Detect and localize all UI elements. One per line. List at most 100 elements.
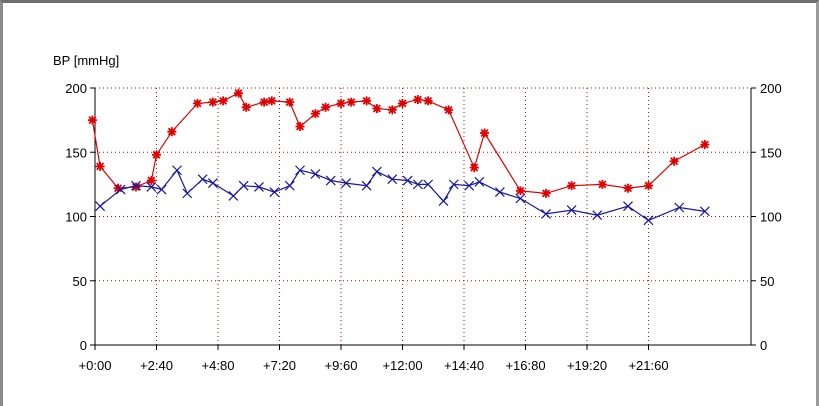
series-1-point	[87, 115, 97, 125]
series-2-point	[156, 184, 167, 195]
series-2-point	[592, 210, 603, 221]
series-1-point	[700, 140, 710, 150]
x-tick-label: +2:40	[140, 358, 173, 373]
series-1-point	[480, 128, 489, 138]
series-1-point	[267, 96, 277, 106]
series-1-point	[423, 96, 433, 106]
series-1-point	[541, 188, 551, 198]
series-2-point	[341, 178, 352, 189]
series-2-point	[95, 201, 106, 212]
x-tick-label: +0:00	[79, 358, 112, 373]
grid-layer	[95, 87, 751, 345]
series-2-point	[643, 215, 654, 226]
series-2-point	[207, 178, 218, 189]
y-tick-label-right: 200	[760, 81, 782, 96]
series-2-point	[699, 206, 710, 217]
y-tick-label-right: 50	[760, 274, 774, 289]
series-2-point	[371, 166, 382, 177]
series-1-point	[241, 102, 251, 112]
x-tick-label: +4:80	[202, 358, 235, 373]
series-2-point	[541, 209, 551, 219]
series-2-point	[412, 179, 423, 190]
series-2-point	[146, 182, 157, 192]
series-2-point	[197, 174, 208, 185]
series-1-point	[444, 105, 454, 115]
series-2-point	[674, 202, 685, 213]
y-tick-label-left: 100	[65, 210, 87, 225]
series-2-point	[228, 191, 239, 201]
x-tick-label: +16:80	[505, 358, 545, 373]
series-1-point	[321, 102, 331, 112]
series-2-point	[182, 188, 193, 199]
series-2-point	[172, 165, 182, 176]
series-2-point	[115, 184, 126, 195]
series-2-point	[402, 175, 413, 186]
series-1-point	[413, 95, 423, 105]
axes-layer	[90, 87, 756, 350]
series-2-point	[325, 175, 336, 186]
y-axis-label: BP [mmHg]	[53, 53, 119, 68]
y-tick-label-left: 0	[80, 338, 87, 353]
series-2-point	[131, 180, 141, 191]
series-2-point	[238, 180, 249, 191]
series-2-point	[474, 176, 485, 187]
series-1-line	[91, 92, 706, 195]
y-tick-label-left: 200	[65, 81, 87, 96]
series-2-point	[438, 196, 449, 207]
y-tick-label-right: 0	[760, 338, 767, 353]
series-2-point	[295, 165, 305, 176]
series-1-point	[259, 97, 269, 107]
x-tick-label: +9:60	[325, 358, 358, 373]
series-2-point	[423, 179, 434, 190]
series-1-point	[515, 186, 525, 196]
x-tick-label: +19:20	[567, 358, 607, 373]
series-2-point	[494, 187, 505, 198]
series-2-point	[448, 179, 459, 190]
series-2-point	[310, 169, 321, 180]
series-2-point	[269, 187, 280, 198]
series-1-point	[167, 127, 177, 137]
series-1-point	[193, 98, 202, 108]
y-tick-label-right: 100	[760, 210, 782, 225]
series-1-point	[146, 176, 156, 186]
series-1-point	[336, 98, 346, 108]
series-1-point	[295, 122, 305, 132]
x-tick-label: +7:20	[263, 358, 296, 373]
series-1-point	[567, 181, 577, 191]
series-2-point	[566, 205, 577, 215]
bp-chart: BP [mmHg] 0 0 50 50 100 100 150 150 200 200 +0:00 +…	[53, 53, 782, 373]
y-tick-label-left: 50	[73, 274, 87, 289]
x-tick-label: +12:00	[382, 358, 422, 373]
series-1-point	[362, 96, 372, 106]
series-2-point	[361, 180, 372, 191]
series-2-point	[387, 174, 398, 185]
x-tick-label: +21:60	[628, 358, 668, 373]
series-1-point	[95, 161, 105, 171]
series-1-point	[346, 97, 356, 107]
series-1-point	[469, 163, 479, 173]
series-1-point	[285, 97, 295, 107]
labels-layer: BP [mmHg] 0 0 50 50 100 100 150 150 200 200 +0:00 +…	[53, 53, 782, 373]
series-1-point	[310, 109, 320, 119]
series-2-point	[464, 180, 475, 191]
series-2-point	[254, 182, 264, 192]
series-1-point	[597, 179, 607, 189]
series-1-point	[218, 96, 228, 106]
series-1-point	[152, 150, 161, 160]
series-1-point	[623, 183, 633, 193]
series-1-point	[669, 156, 679, 166]
series-layer	[87, 88, 710, 226]
series-1-point	[644, 181, 653, 191]
series-2-point	[284, 180, 295, 191]
series-1-point	[208, 97, 218, 107]
series-1-point	[398, 98, 407, 108]
y-tick-label-left: 150	[65, 145, 87, 160]
x-tick-label: +14:40	[444, 358, 484, 373]
series-1-point	[234, 88, 243, 98]
series-2-point	[623, 201, 633, 212]
y-tick-label-right: 150	[760, 145, 782, 160]
series-1-point	[372, 104, 382, 114]
series-1-point	[387, 105, 397, 115]
series-2-point	[515, 193, 526, 204]
